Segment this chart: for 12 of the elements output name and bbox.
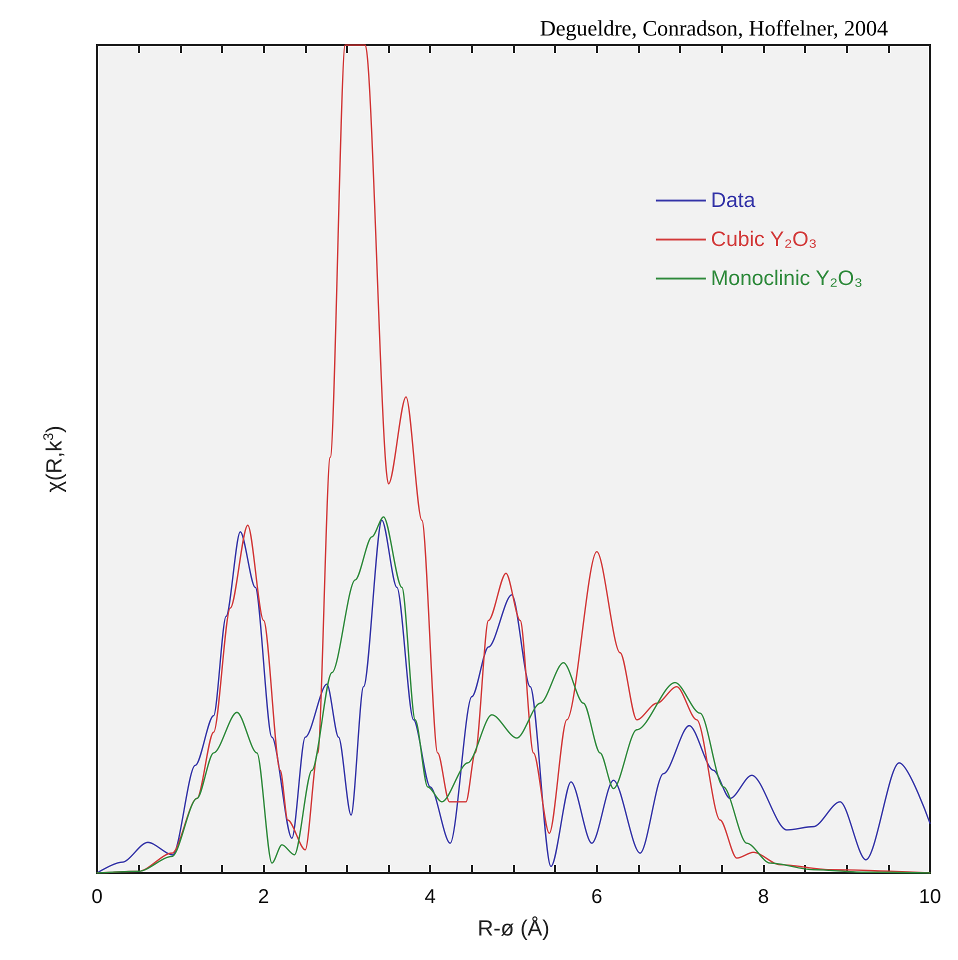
legend-label: Data [710, 189, 756, 212]
x-tick-label: 0 [91, 886, 103, 908]
legend-label: Cubic Y₂O₃ [710, 228, 818, 251]
y-axis-title: χ(R,k3) [40, 426, 66, 492]
text: Degueldre, Conradson, Hoffelner, 2004 [540, 16, 888, 40]
x-tick-label: 4 [424, 886, 436, 908]
legend-label: Monoclinic Y₂O₃ [710, 267, 863, 290]
x-axis-title: R-ø (Å) [477, 916, 550, 940]
x-tick-label: 2 [258, 886, 270, 908]
x-tick-label: 10 [918, 886, 942, 908]
x-tick-label: 6 [591, 886, 602, 908]
x-tick-label: 8 [758, 886, 769, 908]
